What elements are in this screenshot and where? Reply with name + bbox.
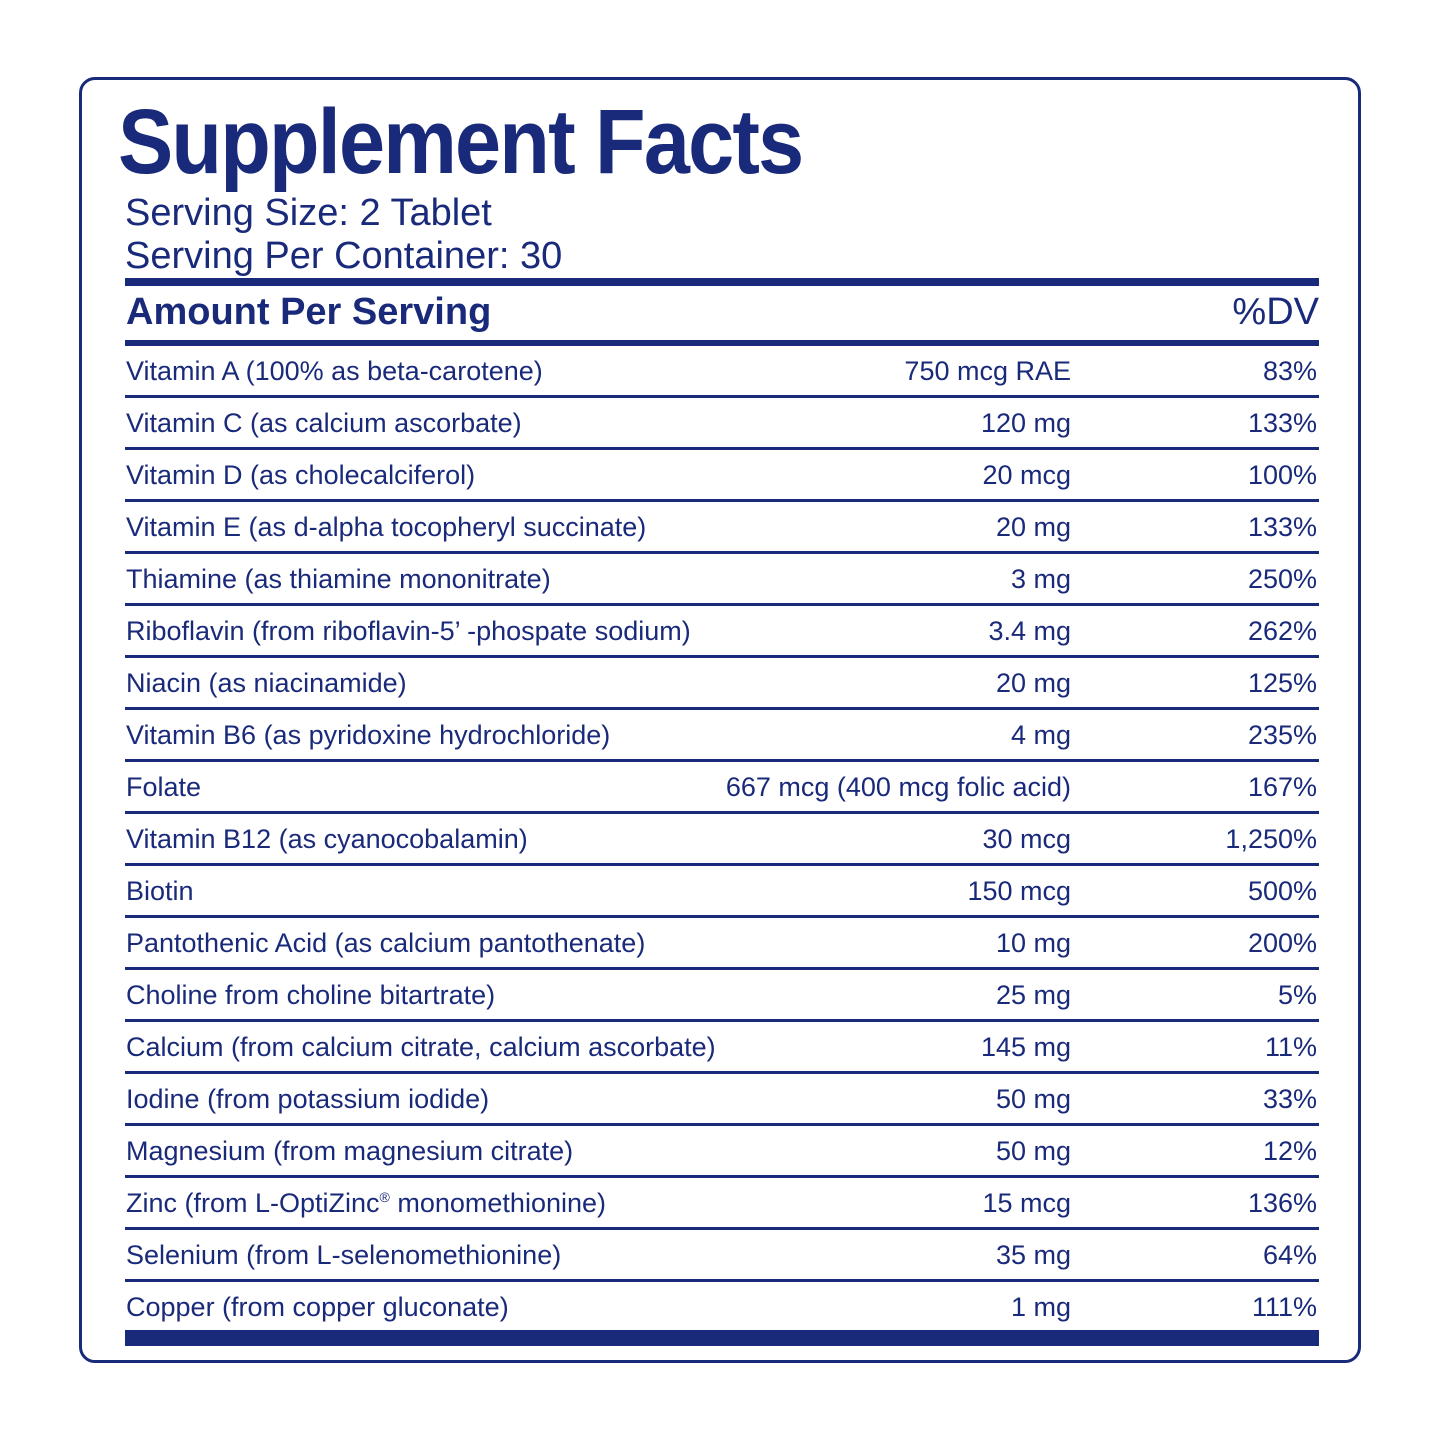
nutrient-name: Selenium (from L-selenomethionine) bbox=[126, 1240, 562, 1270]
header-divider bbox=[125, 340, 1319, 346]
table-row: Calcium (from calcium citrate, calcium a… bbox=[125, 1022, 1319, 1074]
serving-size: Serving Size: 2 Tablet bbox=[125, 192, 492, 234]
nutrient-amount: 4 mg bbox=[1010, 720, 1071, 750]
nutrient-daily-value: 5% bbox=[1277, 980, 1317, 1010]
table-row: Selenium (from L-selenomethionine) 35 mg… bbox=[125, 1230, 1319, 1282]
table-row: Zinc (from L-OptiZinc® monomethionine) 1… bbox=[125, 1178, 1319, 1230]
nutrient-daily-value: 33% bbox=[1262, 1084, 1317, 1114]
top-divider bbox=[125, 278, 1319, 286]
nutrient-name: Vitamin E (as d-alpha tocopheryl succina… bbox=[126, 512, 647, 542]
nutrient-amount: 750 mcg RAE bbox=[904, 356, 1071, 386]
nutrient-daily-value: 12% bbox=[1262, 1136, 1317, 1166]
nutrient-name: Copper (from copper gluconate) bbox=[126, 1292, 509, 1322]
supplement-facts-panel bbox=[79, 77, 1361, 1363]
nutrient-daily-value: 133% bbox=[1247, 408, 1317, 438]
nutrient-daily-value: 500% bbox=[1247, 876, 1317, 906]
nutrient-name: Magnesium (from magnesium citrate) bbox=[126, 1136, 574, 1166]
nutrient-name: Vitamin B6 (as pyridoxine hydrochloride) bbox=[126, 720, 611, 750]
table-row: Biotin 150 mcg 500% bbox=[125, 866, 1319, 918]
nutrient-daily-value: 136% bbox=[1247, 1188, 1317, 1218]
amount-header-row: Amount Per Serving %DV bbox=[125, 293, 1319, 337]
nutrient-name: Thiamine (as thiamine mononitrate) bbox=[126, 564, 551, 594]
nutrient-amount: 20 mcg bbox=[982, 460, 1071, 490]
nutrient-name-suffix: monomethionine) bbox=[389, 1188, 606, 1218]
table-row: Pantothenic Acid (as calcium pantothenat… bbox=[125, 918, 1319, 970]
nutrient-amount: 20 mg bbox=[995, 512, 1071, 542]
nutrient-daily-value: 100% bbox=[1247, 460, 1317, 490]
table-row: Iodine (from potassium iodide) 50 mg 33% bbox=[125, 1074, 1319, 1126]
nutrient-daily-value: 83% bbox=[1262, 356, 1317, 386]
nutrient-amount: 20 mg bbox=[995, 668, 1071, 698]
table-row: Vitamin D (as cholecalciferol) 20 mcg 10… bbox=[125, 450, 1319, 502]
nutrient-amount: 150 mcg bbox=[967, 876, 1071, 906]
nutrient-name: Riboflavin (from riboflavin-5’ -phospate… bbox=[126, 616, 691, 646]
nutrient-amount: 30 mcg bbox=[982, 824, 1071, 854]
nutrient-amount: 3.4 mg bbox=[988, 616, 1071, 646]
label-title: Supplement Facts bbox=[118, 91, 804, 193]
nutrient-name: Biotin bbox=[126, 876, 194, 906]
registered-mark: ® bbox=[379, 1189, 390, 1205]
nutrient-name: Pantothenic Acid (as calcium pantothenat… bbox=[126, 928, 646, 958]
nutrient-amount: 15 mcg bbox=[982, 1188, 1071, 1218]
nutrient-amount: 120 mg bbox=[980, 408, 1071, 438]
table-row: Vitamin C (as calcium ascorbate) 120 mg … bbox=[125, 398, 1319, 450]
nutrient-amount: 1 mg bbox=[1010, 1292, 1071, 1322]
nutrient-name: Vitamin D (as cholecalciferol) bbox=[126, 460, 476, 490]
daily-value-heading: %DV bbox=[1232, 291, 1319, 333]
table-row: Folate 667 mcg (400 mcg folic acid) 167% bbox=[125, 762, 1319, 814]
table-row: Vitamin B12 (as cyanocobalamin) 30 mcg 1… bbox=[125, 814, 1319, 866]
nutrient-amount: 667 mcg (400 mcg folic acid) bbox=[725, 772, 1071, 802]
nutrient-amount: 3 mg bbox=[1010, 564, 1071, 594]
nutrient-daily-value: 133% bbox=[1247, 512, 1317, 542]
nutrient-name: Folate bbox=[126, 772, 202, 802]
nutrient-daily-value: 1,250% bbox=[1225, 824, 1317, 854]
table-row: Thiamine (as thiamine mononitrate) 3 mg … bbox=[125, 554, 1319, 606]
nutrient-amount: 35 mg bbox=[995, 1240, 1071, 1270]
nutrient-table: Vitamin A (100% as beta-carotene) 750 mc… bbox=[125, 346, 1319, 1334]
table-row: Vitamin B6 (as pyridoxine hydrochloride)… bbox=[125, 710, 1319, 762]
amount-per-serving-heading: Amount Per Serving bbox=[126, 291, 492, 333]
nutrient-daily-value: 262% bbox=[1247, 616, 1317, 646]
nutrient-name: Vitamin A (100% as beta-carotene) bbox=[126, 356, 543, 386]
nutrient-amount: 145 mg bbox=[980, 1032, 1071, 1062]
nutrient-name: Vitamin B12 (as cyanocobalamin) bbox=[126, 824, 528, 854]
nutrient-amount: 50 mg bbox=[995, 1136, 1071, 1166]
table-row: Copper (from copper gluconate) 1 mg 111% bbox=[125, 1282, 1319, 1334]
nutrient-name: Iodine (from potassium iodide) bbox=[126, 1084, 490, 1114]
nutrient-daily-value: 167% bbox=[1247, 772, 1317, 802]
nutrient-name: Niacin (as niacinamide) bbox=[126, 668, 407, 698]
table-row: Riboflavin (from riboflavin-5’ -phospate… bbox=[125, 606, 1319, 658]
nutrient-name: Zinc (from L-OptiZinc® monomethionine) bbox=[126, 1190, 606, 1217]
table-row: Vitamin E (as d-alpha tocopheryl succina… bbox=[125, 502, 1319, 554]
nutrient-amount: 25 mg bbox=[995, 980, 1071, 1010]
nutrient-amount: 10 mg bbox=[995, 928, 1071, 958]
nutrient-name: Choline from choline bitartrate) bbox=[126, 980, 496, 1010]
nutrient-name-main: Zinc (from L-OptiZinc bbox=[126, 1188, 380, 1218]
table-row: Choline from choline bitartrate) 25 mg 5… bbox=[125, 970, 1319, 1022]
nutrient-daily-value: 235% bbox=[1247, 720, 1317, 750]
nutrient-daily-value: 64% bbox=[1262, 1240, 1317, 1270]
nutrient-amount: 50 mg bbox=[995, 1084, 1071, 1114]
nutrient-daily-value: 125% bbox=[1247, 668, 1317, 698]
nutrient-daily-value: 111% bbox=[1251, 1292, 1317, 1322]
table-row: Vitamin A (100% as beta-carotene) 750 mc… bbox=[125, 346, 1319, 398]
nutrient-daily-value: 11% bbox=[1264, 1032, 1317, 1062]
table-row: Niacin (as niacinamide) 20 mg 125% bbox=[125, 658, 1319, 710]
nutrient-daily-value: 250% bbox=[1247, 564, 1317, 594]
nutrient-name: Vitamin C (as calcium ascorbate) bbox=[126, 408, 522, 438]
table-row: Magnesium (from magnesium citrate) 50 mg… bbox=[125, 1126, 1319, 1178]
servings-per-container: Serving Per Container: 30 bbox=[125, 235, 563, 277]
nutrient-daily-value: 200% bbox=[1247, 928, 1317, 958]
nutrient-name: Calcium (from calcium citrate, calcium a… bbox=[126, 1032, 716, 1062]
bottom-divider bbox=[125, 1330, 1319, 1346]
